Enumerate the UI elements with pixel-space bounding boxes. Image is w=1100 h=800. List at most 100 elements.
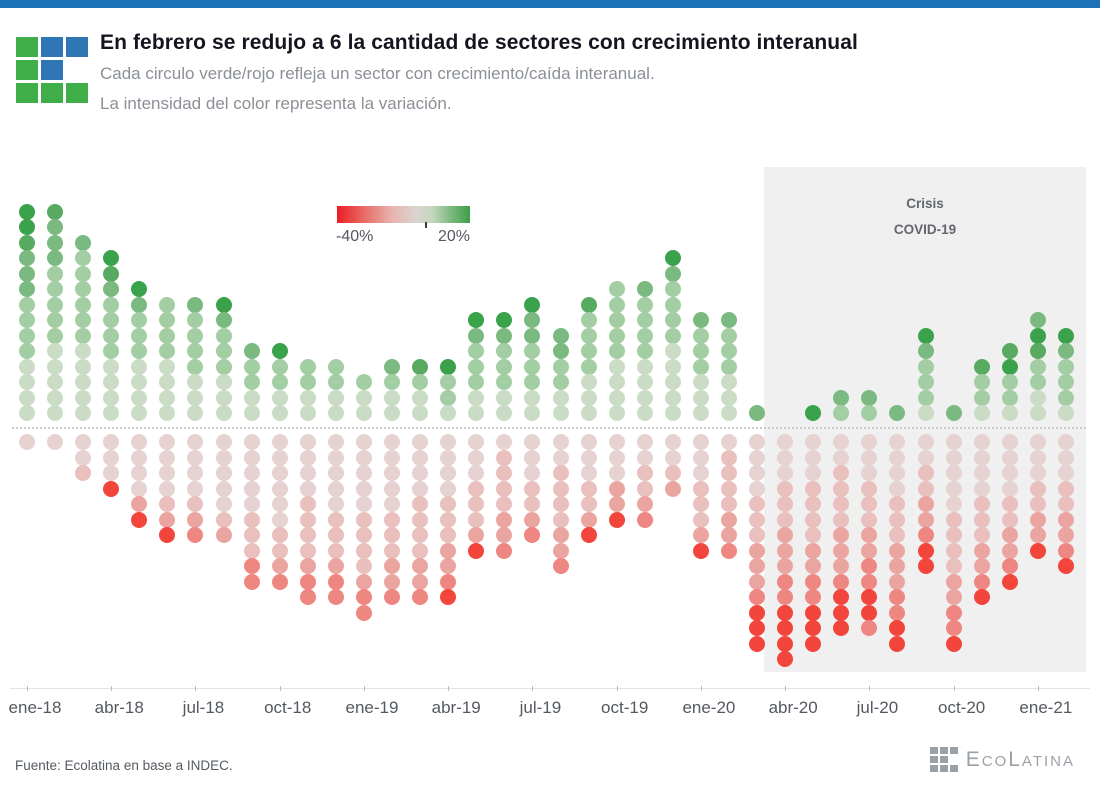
x-axis-tick — [785, 686, 787, 691]
sector-dot — [215, 527, 232, 543]
sector-dot — [917, 434, 934, 450]
sector-dot — [243, 573, 260, 590]
sector-dot — [833, 434, 850, 450]
sector-dot — [440, 511, 457, 528]
sector-dot — [384, 434, 401, 450]
sector-dot — [47, 265, 64, 282]
sector-dot — [355, 604, 372, 621]
sector-dot — [1057, 480, 1074, 497]
ecolatina-logo-small-icon — [929, 747, 958, 772]
sector-dot — [636, 374, 653, 390]
sector-dot — [19, 434, 35, 450]
sector-dot — [861, 589, 878, 605]
sector-dot — [608, 358, 625, 375]
sector-dot — [355, 465, 372, 481]
sector-dot — [777, 635, 794, 652]
sector-dot — [1057, 542, 1074, 559]
sector-dot — [524, 374, 541, 390]
sector-dot — [833, 604, 850, 621]
sector-dot — [664, 480, 681, 497]
sector-dot — [889, 527, 906, 543]
sector-dot — [19, 203, 35, 220]
sector-dot — [187, 511, 204, 528]
sector-dot — [636, 449, 653, 466]
sector-dot — [552, 358, 569, 375]
sector-dot — [327, 511, 344, 528]
sector-dot — [833, 558, 850, 574]
sector-dot — [47, 203, 64, 220]
sector-dot — [19, 343, 35, 359]
sector-dot — [889, 589, 906, 605]
sector-dot — [777, 465, 794, 481]
sector-dot — [1057, 558, 1074, 574]
sector-dot — [299, 480, 316, 497]
sector-dot — [664, 374, 681, 390]
sector-dot — [75, 358, 92, 375]
sector-dot — [496, 542, 513, 559]
sector-dot — [159, 434, 176, 450]
sector-dot — [19, 234, 35, 251]
sector-dot — [327, 405, 344, 421]
sector-dot — [19, 312, 35, 328]
sector-dot — [805, 480, 822, 497]
sector-dot — [945, 405, 962, 421]
sector-dot — [664, 281, 681, 297]
sector-dot — [440, 389, 457, 406]
sector-dot — [243, 465, 260, 481]
sector-dot — [664, 358, 681, 375]
sector-dot — [19, 358, 35, 375]
sector-dot — [608, 405, 625, 421]
sector-dot — [215, 296, 232, 313]
sector-dot — [749, 434, 766, 450]
sector-dot — [440, 573, 457, 590]
sector-dot — [889, 405, 906, 421]
x-axis-tick — [700, 686, 702, 691]
sector-dot — [692, 389, 709, 406]
sector-dot — [833, 527, 850, 543]
sector-dot — [917, 465, 934, 481]
sector-dot — [524, 465, 541, 481]
sector-dot — [299, 405, 316, 421]
sector-dot — [496, 449, 513, 466]
sector-dot — [917, 327, 934, 344]
brand-logo-cell — [929, 765, 938, 772]
sector-dot — [1001, 573, 1018, 590]
sector-dot — [552, 496, 569, 512]
sector-dot — [103, 250, 120, 266]
sector-dot — [524, 405, 541, 421]
sector-dot — [805, 558, 822, 574]
sector-dot — [271, 480, 288, 497]
sector-dot — [131, 374, 148, 390]
sector-dot — [159, 496, 176, 512]
sector-dot — [861, 389, 878, 406]
sector-dot — [749, 573, 766, 590]
sector-dot — [721, 542, 737, 559]
sector-dot — [973, 511, 990, 528]
sector-dot — [412, 496, 429, 512]
sector-dot — [271, 511, 288, 528]
sector-dot — [692, 511, 709, 528]
source-note: Fuente: Ecolatina en base a INDEC. — [15, 758, 233, 773]
sector-dot — [243, 358, 260, 375]
sector-dot — [103, 374, 120, 390]
sector-dot — [1001, 527, 1018, 543]
sector-dot — [1001, 511, 1018, 528]
sector-dot — [468, 312, 485, 328]
sector-dot — [721, 343, 737, 359]
sector-dot — [468, 434, 485, 450]
sector-dot — [215, 480, 232, 497]
sector-dot — [889, 511, 906, 528]
sector-dot — [355, 558, 372, 574]
sector-dot — [187, 496, 204, 512]
sector-dot — [917, 558, 934, 574]
sector-dot — [636, 465, 653, 481]
sector-dot — [299, 496, 316, 512]
sector-dot — [1001, 542, 1018, 559]
sector-dot — [47, 434, 64, 450]
sector-dot — [945, 480, 962, 497]
sector-dot — [552, 542, 569, 559]
sector-dot — [861, 480, 878, 497]
sector-dot — [1029, 449, 1046, 466]
sector-dot — [1057, 358, 1074, 375]
sector-dot — [552, 465, 569, 481]
